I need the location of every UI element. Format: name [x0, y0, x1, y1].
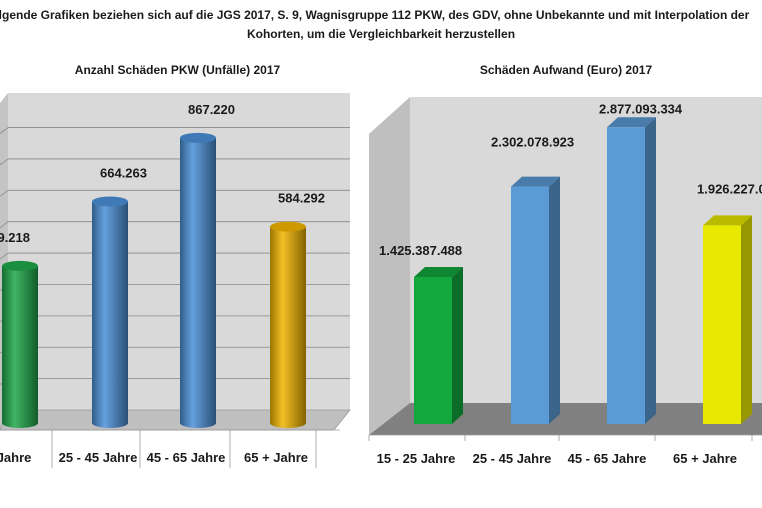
chart-1-bar-body [2, 265, 38, 428]
chart-2-bar-top [607, 117, 656, 128]
chart-1-category-label: 65 + Jahre [244, 450, 308, 465]
chart-1-bar-body [180, 137, 216, 429]
chart-1-bar [2, 260, 38, 428]
chart-1-gridline-side [0, 189, 9, 197]
chart-1: 459.218 664.263 867.220 584.292 15 - 25 Jahr… [0, 93, 351, 468]
header-line-2: Kohorten, um die Vergleichbarkeit herzus… [246, 27, 516, 41]
chart-1-bar-body [92, 201, 128, 428]
chart-1-value-label: 867.220 [188, 102, 235, 117]
chart-2-category-label: 25 - 45 Jahre [473, 451, 552, 466]
chart-2-bar-front [607, 127, 645, 425]
chart-2-bar-front [511, 186, 549, 424]
chart-2-value-label: 2.302.078.923 [491, 135, 574, 150]
chart-1-category-label: 25 - 45 Jahre [59, 450, 138, 465]
chart-2-floor [369, 403, 762, 435]
chart-2-bar-top [511, 176, 560, 187]
chart-1-value-label: 664.263 [100, 166, 147, 181]
chart-2-category-label: 15 - 25 Jahre [377, 451, 456, 466]
chart-1-bar-body [270, 226, 306, 428]
chart-2-side-wall [369, 97, 410, 435]
chart-2-bar-front [703, 225, 741, 424]
chart-1-gridline-side [0, 158, 9, 166]
header: Folgende Grafiken beziehen sich auf die … [0, 0, 762, 50]
chart-2-value-label: 1.425.387.488 [379, 243, 462, 258]
chart-2-bar [414, 267, 463, 424]
chart-1-gridline-side [0, 252, 9, 260]
chart-1-category-label: 45 - 65 Jahre [147, 450, 226, 465]
chart-2-bar-side [452, 267, 463, 424]
chart-1-category-label: 15 - 25 Jahre [0, 450, 31, 465]
chart-2-bar-side [645, 117, 656, 425]
chart-1-bar-top [2, 260, 38, 271]
chart-2: 1.425.387.488 2.302.078.923 2.877.093.334 1… [368, 97, 762, 466]
chart-1-value-label: 584.292 [278, 191, 325, 206]
chart-2-bar-front [414, 277, 452, 424]
chart-2-bar [703, 215, 752, 424]
chart-1-bar [270, 221, 306, 428]
header-line-1: Folgende Grafiken beziehen sich auf die … [0, 8, 750, 22]
chart-2-bar [511, 176, 560, 424]
chart-2-bar-top [703, 215, 752, 226]
chart-2-category-label: 65 + Jahre [673, 451, 737, 466]
chart-2-bar [607, 117, 656, 425]
chart-1-bar-top [180, 132, 216, 143]
chart-1-bar [92, 196, 128, 428]
chart-1-title: Anzahl Schäden PKW (Unfälle) 2017 [74, 63, 281, 77]
chart-1-gridline-side [0, 127, 9, 134]
chart-2-bar-side [549, 176, 560, 424]
chart-2-bar-top [414, 267, 463, 278]
chart-1-bar [180, 132, 216, 429]
chart-2-category-label: 45 - 65 Jahre [568, 451, 647, 466]
chart-2-value-label: 1.926.227.0 [697, 181, 762, 196]
chart-1-gridline-side [0, 221, 9, 229]
chart-1-bar-top [92, 196, 128, 207]
chart-2-value-label: 2.877.093.334 [599, 101, 683, 116]
chart-1-value-label: 459.218 [0, 230, 30, 245]
chart-2-bar-side [741, 215, 752, 424]
chart-1-bar-top [270, 221, 306, 232]
chart-2-title: Schäden Aufwand (Euro) 2017 [479, 63, 653, 77]
